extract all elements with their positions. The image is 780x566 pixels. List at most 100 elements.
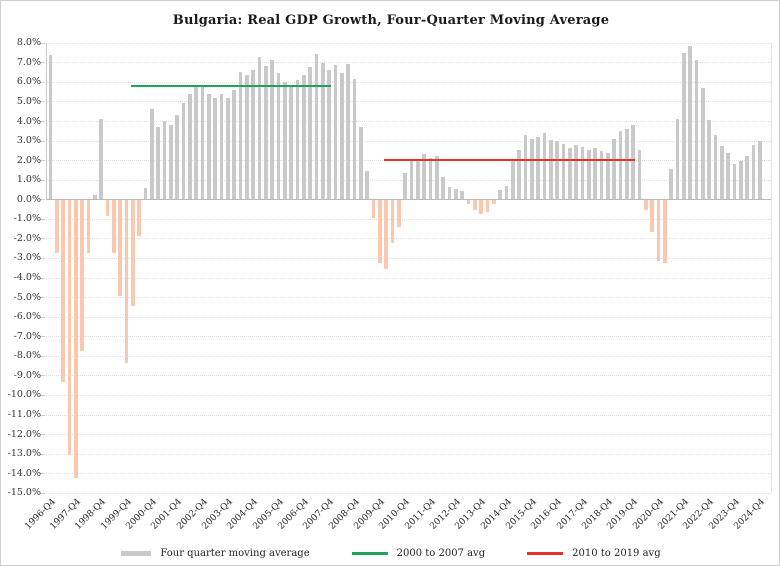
gdp-bar [574,144,579,200]
gdp-bar [435,156,439,200]
gdp-bar [181,103,186,200]
y-axis-label: -10.0% [7,389,41,401]
gdp-bar [169,124,173,200]
gdp-bar [732,164,737,200]
gdp-bar [580,147,585,200]
gridline [46,375,771,377]
y-axis-label: 4.0% [16,115,41,127]
gdp-bar [105,200,110,216]
gridline [46,140,771,142]
y-axis-label: -11.0% [7,409,41,420]
gdp-bar [511,161,515,200]
gdp-bar [568,148,572,200]
gdp-bar [542,132,547,200]
gdp-bar [669,168,674,200]
legend-item-moving-average: Four quarter moving average [121,548,310,559]
gdp-bar [612,138,617,200]
gdp-bar [276,73,281,200]
gdp-bar [409,160,414,200]
average-reference-line [131,84,331,87]
gdp-bar [371,200,376,218]
gridline [46,42,771,44]
gdp-bar [213,97,217,200]
gdp-bar [701,87,705,200]
gdp-bar [530,138,534,200]
legend-item-2010-2019-avg: 2010 to 2019 avg [527,548,661,559]
plot-right-edge [771,42,772,493]
red-line-swatch-icon [527,552,564,555]
gdp-bar [270,60,274,200]
y-axis-label: 1.0% [16,174,41,186]
y-tick [40,81,45,83]
y-tick [40,179,45,181]
legend-label: 2000 to 2007 avg [396,548,486,559]
y-axis-label: -15.0% [7,487,41,499]
gridline [46,473,771,475]
gdp-bar [549,139,553,200]
gdp-bar [479,200,483,214]
gdp-bar [618,130,623,200]
gridline [46,434,771,436]
y-axis-label: -1.0% [13,213,41,225]
gdp-bar [403,172,407,200]
gdp-bar [346,64,350,200]
y-axis-label: 6.0% [16,76,41,88]
gdp-bar [587,150,591,200]
gdp-bar [694,60,699,200]
y-tick [40,394,45,396]
gdp-bar [384,200,388,269]
gdp-bar [536,136,540,200]
gridline [46,218,771,220]
gdp-bar [156,126,160,200]
gridline [46,297,771,299]
average-reference-line [384,159,636,162]
gdp-bar [207,93,211,200]
gdp-bar [124,200,129,363]
gdp-bar [118,200,122,297]
gridline [46,62,771,64]
gdp-bar [150,109,154,200]
gdp-bar [656,200,661,261]
gdp-bar [644,200,648,211]
gdp-bar [99,119,103,200]
gdp-bar [378,200,382,263]
y-axis-label: -9.0% [13,369,41,381]
legend-label: Four quarter moving average [160,548,310,559]
y-axis-label: -7.0% [13,330,41,342]
y-tick [40,257,45,259]
y-axis-label: -3.0% [13,252,41,264]
gdp-bar [238,72,243,200]
y-tick [40,199,45,201]
y-tick [40,297,45,299]
gdp-bar [675,119,680,200]
gdp-bar [86,200,91,254]
gdp-bar [327,70,331,200]
gdp-bar [416,161,420,200]
gdp-bar [637,150,642,200]
gdp-bar [232,89,236,200]
gdp-bar [302,75,306,200]
gdp-bar [454,188,458,200]
gdp-bar [422,154,426,200]
y-tick [40,473,45,475]
gdp-bar [188,93,192,200]
gdp-bar [555,140,559,200]
gdp-bar [333,65,338,200]
y-tick [40,218,45,220]
gdp-bar [194,86,198,200]
y-tick [40,160,45,162]
gridline [46,453,771,455]
y-tick [40,336,45,338]
gdp-bar [55,200,59,254]
gdp-bar [428,158,433,200]
gdp-bar [340,73,344,200]
gdp-bar [245,75,249,200]
gdp-bar [650,200,655,232]
y-tick [40,62,45,64]
legend-label: 2010 to 2019 avg [572,548,661,559]
gdp-bar [137,200,141,236]
bar-swatch-icon [121,551,152,556]
gdp-bar [93,195,97,200]
gdp-bar [321,63,325,200]
gdp-bar [80,200,84,351]
